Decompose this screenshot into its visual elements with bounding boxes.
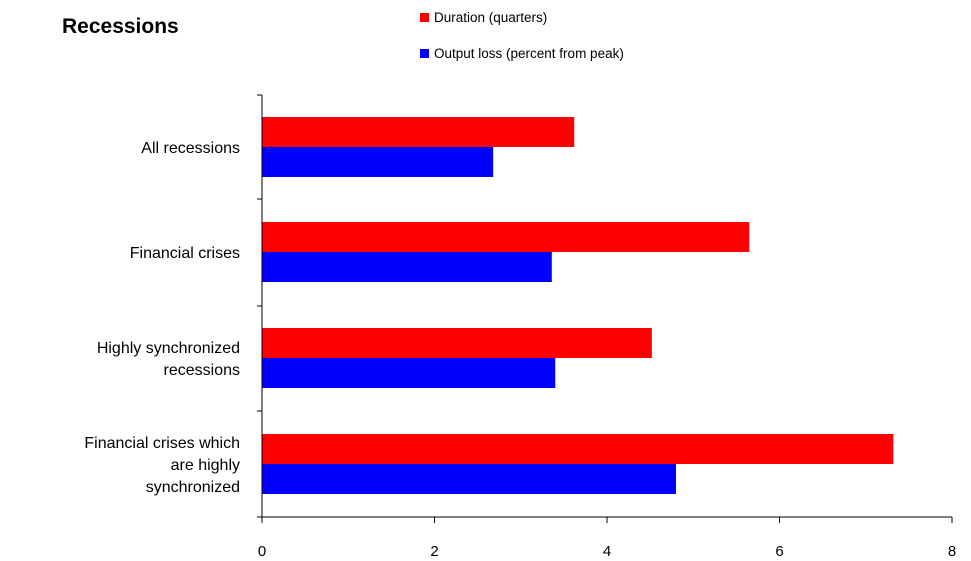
category-label: Highly synchronized [97,340,240,357]
bar-duration-2 [262,222,750,252]
category-label: Financial crises which [84,435,240,452]
legend: Duration (quarters) Output loss (percent… [420,10,624,61]
bar-duration-4 [262,434,894,464]
category-label: All recessions [141,140,240,157]
bar-output-loss-2 [262,252,552,282]
bar-output-loss-3 [262,358,556,388]
legend-swatch-output-loss [420,49,429,58]
bar-output-loss-1 [262,147,494,177]
bar-output-loss-4 [262,464,676,494]
x-tick-label: 0 [258,543,266,560]
legend-label-output-loss: Output loss (percent from peak) [434,46,624,61]
legend-swatch-duration [420,13,429,22]
legend-label-duration: Duration (quarters) [434,10,547,25]
plot-area: 0 2 4 6 8 All recessions Financial crises Highl… [84,94,956,560]
bar-duration-1 [262,117,575,147]
chart-title: Recessions [62,15,179,38]
bar-duration-3 [262,328,652,358]
category-label: are highly [171,457,240,474]
x-tick-label: 8 [948,543,956,560]
x-tick-label: 2 [430,543,438,560]
category-label: synchronized [146,479,240,496]
category-label: recessions [164,362,240,379]
x-tick-label: 6 [775,543,783,560]
category-label: Financial crises [130,245,240,262]
x-tick-label: 4 [603,543,611,560]
